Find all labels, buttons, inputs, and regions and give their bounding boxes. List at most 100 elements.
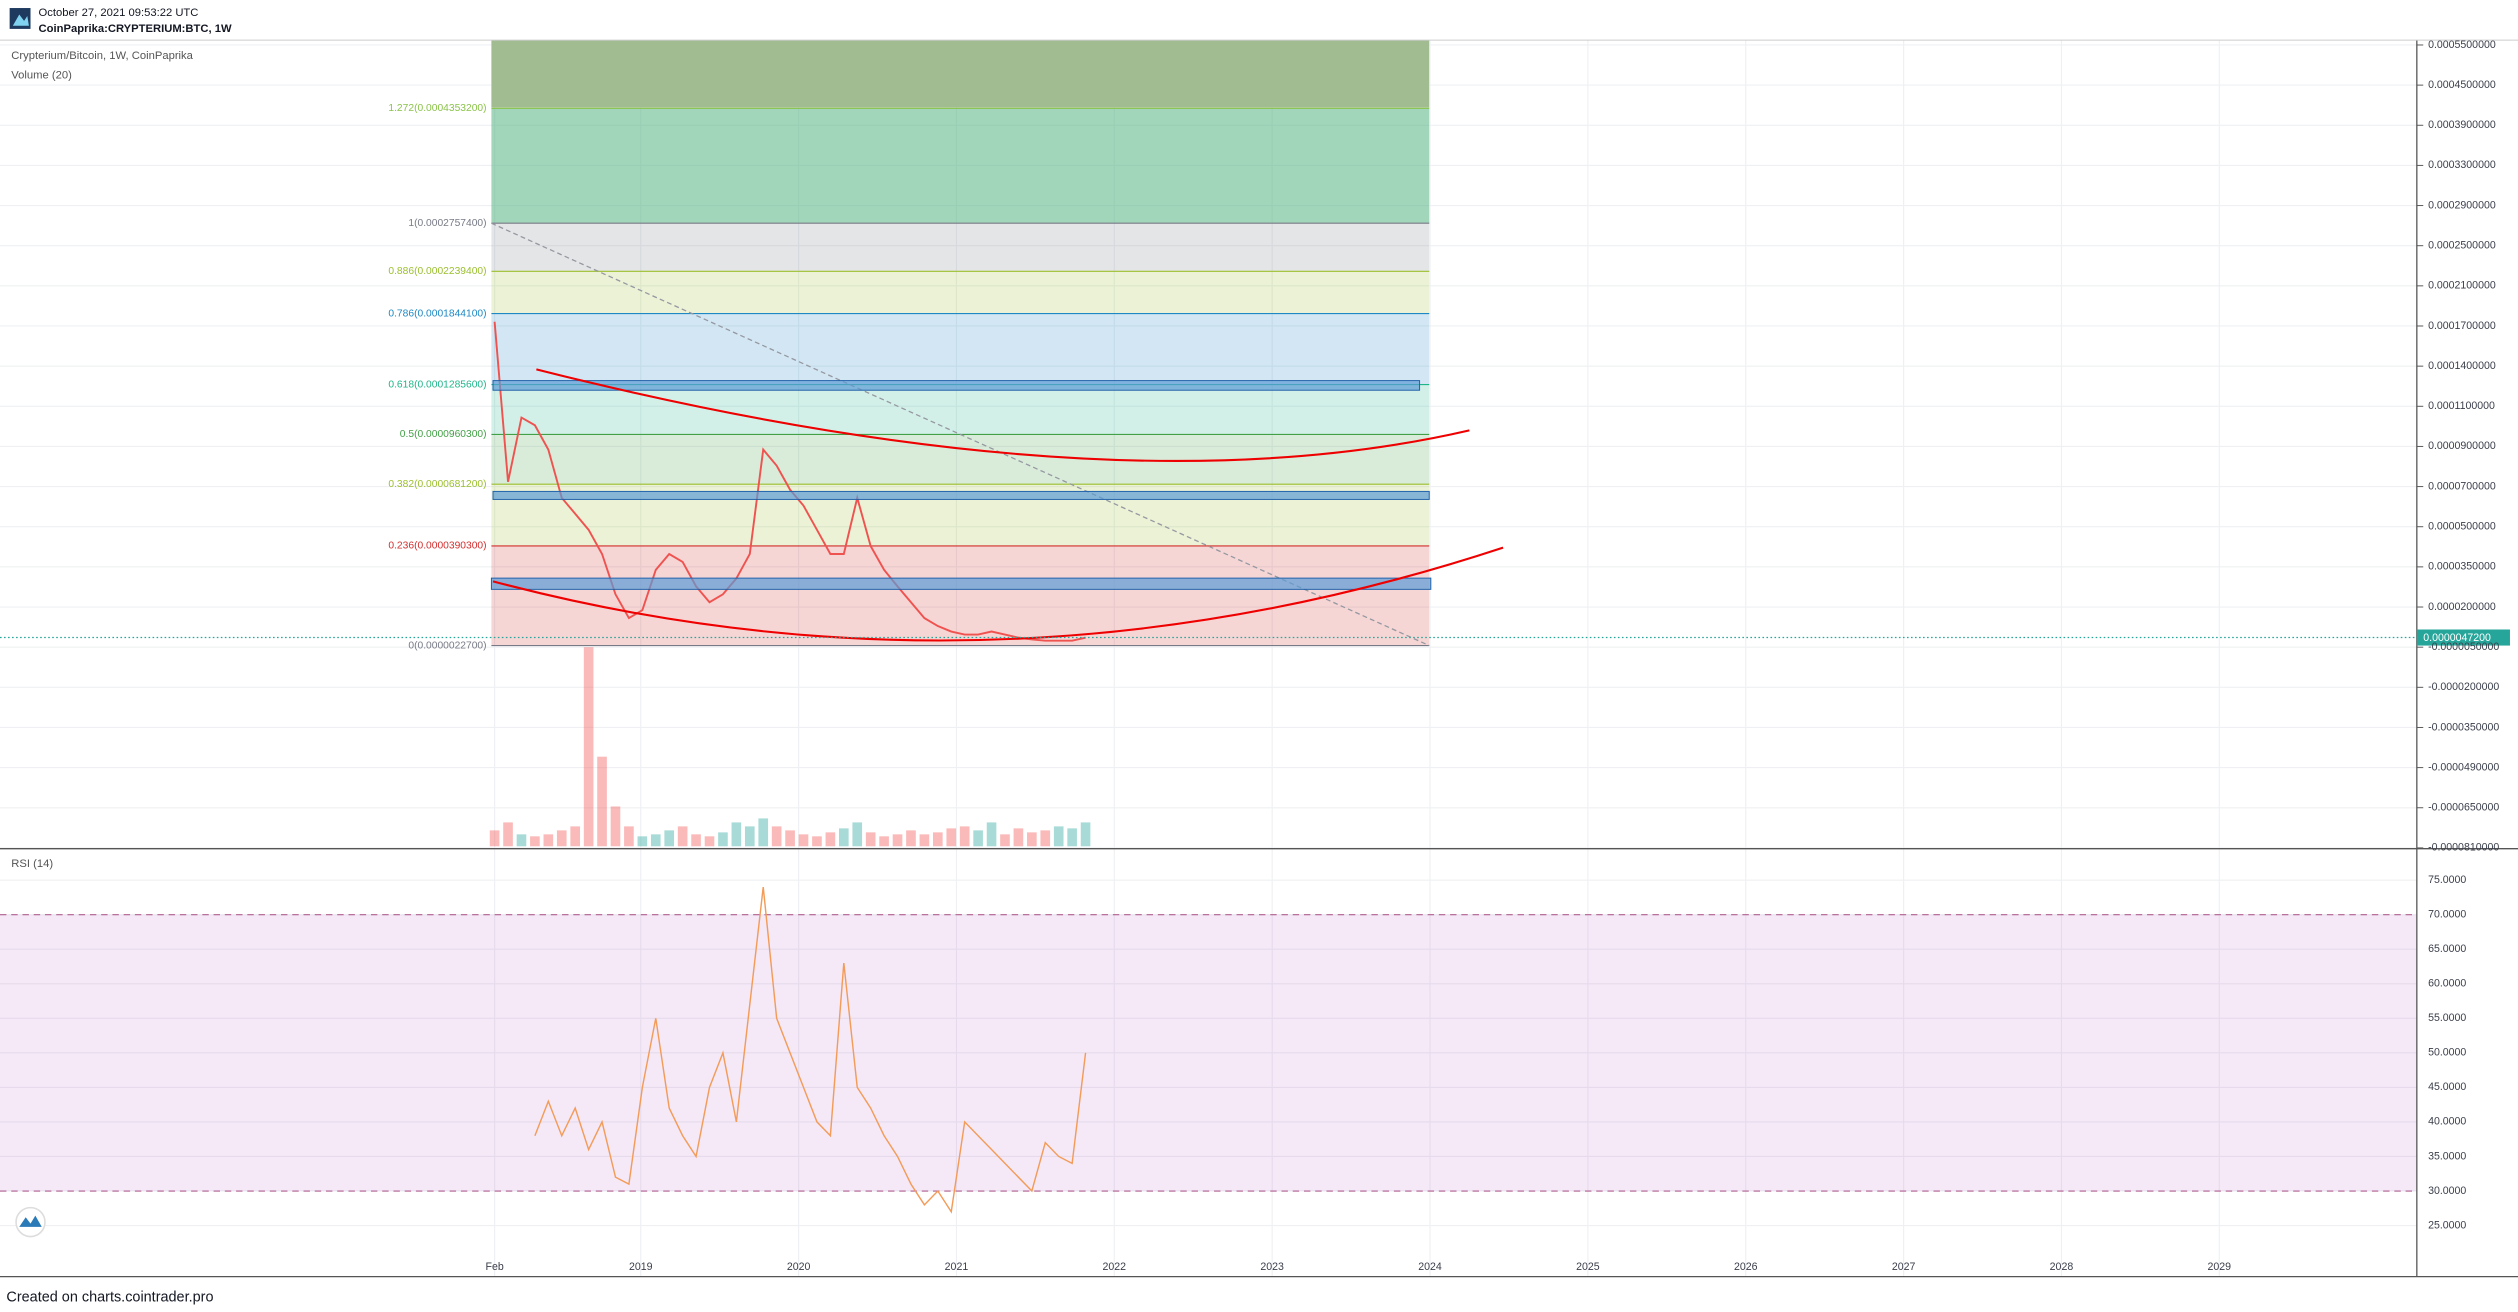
x-tick-label: 2022 bbox=[1103, 1261, 1127, 1273]
logo-mark bbox=[12, 14, 29, 26]
y-tick-label: 0.0002100000 bbox=[2428, 280, 2496, 292]
volume-bar bbox=[919, 834, 930, 847]
y-tick-label: -0.0000200000 bbox=[2428, 681, 2499, 693]
y-tick-label: -0.0000650000 bbox=[2428, 802, 2499, 814]
volume-bar bbox=[852, 822, 863, 847]
volume-bar bbox=[503, 822, 513, 847]
volume-bar bbox=[959, 826, 970, 847]
volume-bar bbox=[933, 832, 943, 847]
rsi-tick-label: 60.0000 bbox=[2428, 978, 2466, 990]
volume-bar bbox=[556, 830, 567, 847]
y-tick-label: 0.0001700000 bbox=[2428, 320, 2496, 332]
rsi-line bbox=[534, 886, 1087, 1214]
y-tick-label: 0.0002500000 bbox=[2428, 239, 2496, 251]
volume-bar bbox=[691, 834, 701, 847]
y-tick-label: 0.0003300000 bbox=[2428, 159, 2496, 171]
y-tick-label: 0.0000900000 bbox=[2428, 440, 2496, 452]
volume-bar bbox=[973, 830, 983, 847]
zone-box bbox=[492, 380, 1421, 391]
volume-bar bbox=[1053, 826, 1064, 847]
x-tick-label: 2029 bbox=[2208, 1261, 2232, 1273]
volume-bar bbox=[530, 836, 540, 847]
y-tick-label: 0.0000350000 bbox=[2428, 561, 2496, 573]
volume-bar bbox=[677, 826, 688, 847]
x-tick-label: 2020 bbox=[787, 1261, 811, 1273]
volume-bar bbox=[543, 834, 554, 847]
volume-bar bbox=[946, 828, 957, 847]
y-tick-label: -0.0000490000 bbox=[2428, 761, 2499, 773]
x-tick-label: 2019 bbox=[629, 1261, 653, 1273]
arc bbox=[492, 546, 1504, 642]
y-tick-label: 0.0001400000 bbox=[2428, 360, 2496, 372]
y-tick-label: 0.0000200000 bbox=[2428, 601, 2496, 613]
current-price-badge bbox=[2416, 629, 2510, 646]
chart-title: Crypterium/Bitcoin, 1W, CoinPaprika bbox=[11, 50, 193, 62]
fib-band bbox=[491, 108, 1430, 224]
rsi-tick-label: 55.0000 bbox=[2428, 1012, 2466, 1024]
y-tick-label: 0.0004500000 bbox=[2428, 79, 2496, 91]
x-tick-label: Feb bbox=[485, 1261, 503, 1273]
rsi-band bbox=[0, 914, 2417, 1192]
rsi-tick-label: 45.0000 bbox=[2428, 1081, 2466, 1093]
volume-bar bbox=[637, 836, 648, 847]
timestamp: October 27, 2021 09:53:22 UTC bbox=[39, 7, 199, 19]
volume-bar bbox=[570, 826, 581, 847]
volume-bar bbox=[1013, 828, 1024, 847]
volume-bar bbox=[624, 826, 634, 847]
zone-box bbox=[492, 490, 1430, 500]
volume-bar bbox=[986, 822, 997, 847]
volume-bar bbox=[744, 826, 755, 847]
fib-band bbox=[491, 108, 1430, 224]
volume-label: Volume (20) bbox=[11, 69, 72, 81]
footer: Created on charts.cointrader.pro bbox=[6, 1289, 213, 1305]
volume-bar bbox=[906, 830, 916, 847]
rsi-tick-label: 30.0000 bbox=[2428, 1185, 2466, 1197]
volume-bar bbox=[597, 756, 607, 847]
volume-bar bbox=[583, 647, 594, 847]
y-tick-label: 0.0005500000 bbox=[2428, 39, 2496, 51]
volume-bar bbox=[718, 832, 728, 847]
fib-label: 1.272(0.0004353200) bbox=[388, 103, 486, 114]
volume-bar bbox=[865, 832, 876, 847]
fib-label: 0(0.0000022700) bbox=[408, 640, 486, 651]
volume-bar bbox=[731, 822, 742, 847]
fib-label: 1(0.0002757400) bbox=[408, 218, 486, 229]
volume-bar bbox=[1027, 832, 1037, 847]
fib-band bbox=[491, 434, 1430, 485]
fib-band bbox=[491, 384, 1430, 435]
fib-label: 0.786(0.0001844100) bbox=[388, 308, 486, 319]
symbol: CoinPaprika:CRYPTERIUM:BTC, 1W bbox=[39, 23, 232, 35]
y-tick-label: 0.0001100000 bbox=[2428, 400, 2495, 412]
fib-label: 0.618(0.0001285600) bbox=[388, 379, 486, 390]
volume-bar bbox=[771, 826, 782, 847]
rsi-tick-label: 70.0000 bbox=[2428, 908, 2466, 920]
volume-bar bbox=[812, 836, 822, 847]
x-tick-label: 2028 bbox=[2050, 1261, 2074, 1273]
zone-box bbox=[490, 577, 1432, 590]
volume-bar bbox=[798, 834, 809, 847]
x-tick-label: 2024 bbox=[1418, 1261, 1442, 1273]
volume-bar bbox=[650, 834, 661, 847]
x-tick-label: 2027 bbox=[1892, 1261, 1916, 1273]
volume-bar bbox=[704, 836, 715, 847]
layers bbox=[0, 321, 2417, 1214]
y-tick-label: 0.0002900000 bbox=[2428, 199, 2496, 211]
fib-retracement: 1.272(0.0004353200) 1(0.0002757400) 0.886(… bbox=[388, 103, 1430, 651]
y-tick-label: 0.0000700000 bbox=[2428, 480, 2496, 492]
volume-bar bbox=[892, 834, 903, 847]
volume-bar bbox=[758, 818, 769, 847]
rsi-tick-label: 50.0000 bbox=[2428, 1047, 2466, 1059]
rsi-tick-label: 40.0000 bbox=[2428, 1116, 2466, 1128]
fib-band bbox=[491, 223, 1430, 272]
fib-band bbox=[491, 313, 1430, 385]
volume-bar bbox=[1067, 828, 1077, 847]
rsi-tick-label: 65.0000 bbox=[2428, 943, 2466, 955]
volume-bar bbox=[610, 806, 621, 847]
volume-bar bbox=[1080, 822, 1091, 847]
arc bbox=[536, 368, 1470, 462]
y-tick-label: 0.0003900000 bbox=[2428, 119, 2496, 131]
volume-bar bbox=[825, 832, 836, 847]
volume-bar bbox=[1000, 834, 1010, 847]
